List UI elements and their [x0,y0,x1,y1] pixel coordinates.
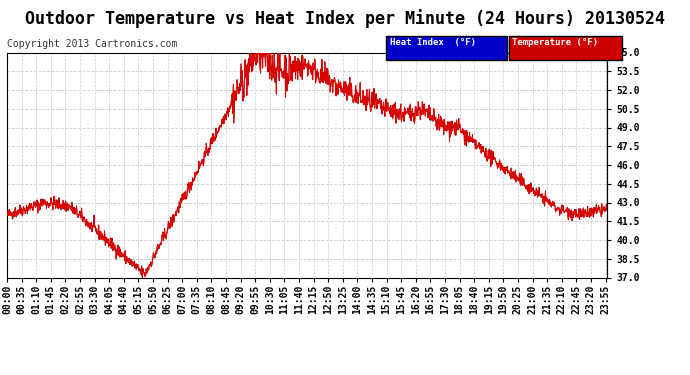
Text: Temperature (°F): Temperature (°F) [512,39,598,48]
Text: Outdoor Temperature vs Heat Index per Minute (24 Hours) 20130524: Outdoor Temperature vs Heat Index per Mi… [25,9,665,28]
Text: Copyright 2013 Cartronics.com: Copyright 2013 Cartronics.com [7,39,177,50]
Text: Heat Index  (°F): Heat Index (°F) [390,39,476,48]
